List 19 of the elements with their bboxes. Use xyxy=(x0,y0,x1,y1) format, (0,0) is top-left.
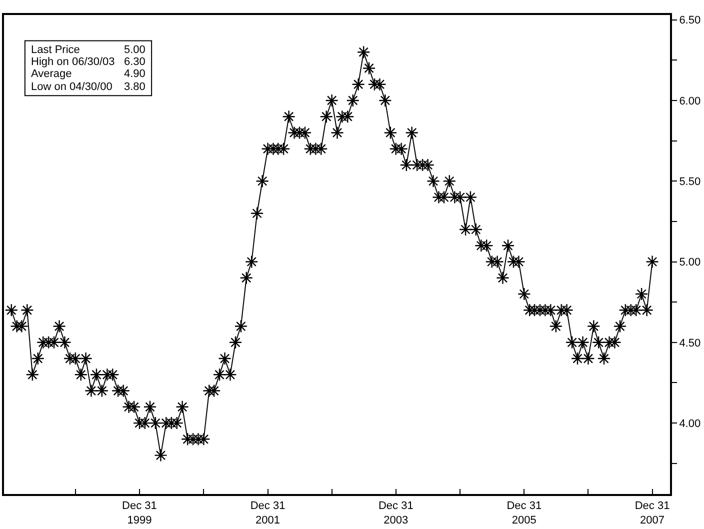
y-tick-label: 4.00 xyxy=(679,418,701,430)
annotation: Last Price xyxy=(31,44,80,56)
x-tick-label: Dec 31 2003 xyxy=(378,500,414,526)
annotation: Low on 04/30/00 xyxy=(31,81,112,93)
y-tick-label: 5.00 xyxy=(679,256,701,269)
annotation: High on 06/30/03 xyxy=(31,56,115,68)
y-tick-label: 6.00 xyxy=(679,95,701,108)
x-tick-label: Dec 31 2005 xyxy=(506,500,542,526)
annotation: 6.30 xyxy=(124,56,146,68)
x-tick-label: Dec 31 1999 xyxy=(122,500,157,526)
annotation: Average xyxy=(31,68,72,80)
y-tick-label: 6.50 xyxy=(679,14,701,27)
annotation: 5.00 xyxy=(124,44,146,56)
x-tick-label: Dec 31 2001 xyxy=(250,500,286,526)
annotation: 3.80 xyxy=(124,81,146,93)
y-tick-label: 4.50 xyxy=(679,337,701,350)
x-tick-label: Dec 31 2007 xyxy=(634,500,670,526)
y-tick-label: 5.50 xyxy=(679,176,701,188)
annotation: 4.90 xyxy=(124,68,146,80)
